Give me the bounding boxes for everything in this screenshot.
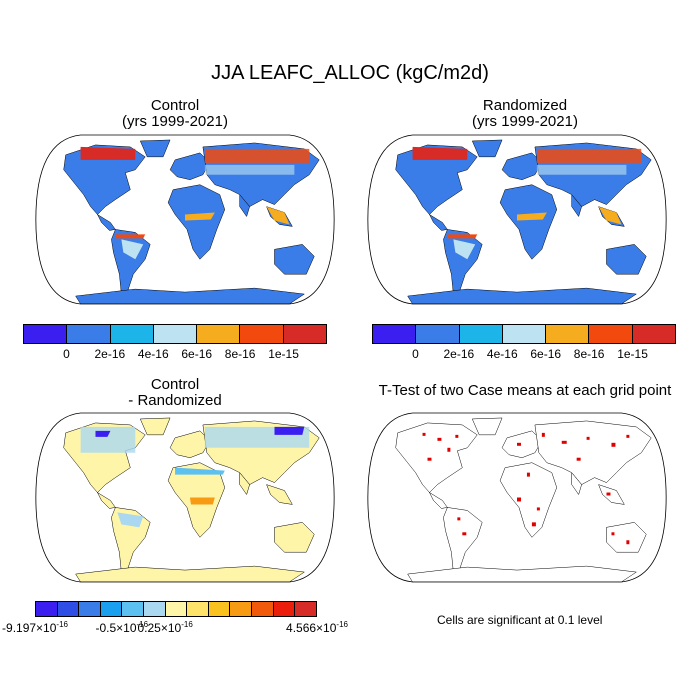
colorbar-tick-label: 0 <box>63 347 70 361</box>
difference-title-line2: - Randomized <box>128 392 222 409</box>
colorbar-segment <box>502 325 547 343</box>
colorbar-segment <box>153 325 198 343</box>
ttest-map <box>367 412 667 583</box>
difference-map <box>35 412 335 583</box>
colorbar-tick-label: 1e-15 <box>617 347 648 361</box>
colorbar-segment <box>197 325 241 343</box>
difference-colorbar <box>35 601 317 617</box>
colorbar-segment <box>144 602 166 616</box>
colorbar-segment <box>36 602 58 616</box>
colorbar-segment <box>57 602 80 616</box>
colorbar-segment <box>230 602 253 616</box>
control-title-line2: (yrs 1999-2021) <box>122 113 228 130</box>
colorbar-segment <box>208 602 231 616</box>
colorbar-tick-label: -0.5×10-16 <box>95 620 149 635</box>
randomized-colorbar-labels: 0 2e-16 4e-16 6e-16 8e-16 1e-15 <box>372 347 676 363</box>
colorbar-tick-label: 8e-16 <box>224 347 256 361</box>
colorbar-segment <box>187 602 209 616</box>
colorbar-tick-label: 0 <box>412 347 419 361</box>
ttest-title: T-Test of two Case means at each grid po… <box>378 382 672 399</box>
control-colorbar-labels: 0 2e-16 4e-16 6e-16 8e-16 1e-15 <box>23 347 327 363</box>
colorbar-segment <box>283 325 326 343</box>
colorbar-tick-label: 6e-16 <box>530 347 562 361</box>
colorbar-segment <box>110 325 154 343</box>
randomized-title-line1: Randomized <box>482 97 568 114</box>
randomized-title-line2: (yrs 1999-2021) <box>472 113 578 130</box>
colorbar-segment <box>416 325 460 343</box>
control-title-line1: Control <box>150 97 200 114</box>
difference-panel-title: Control - Randomized <box>15 377 335 409</box>
colorbar-segment <box>273 602 296 616</box>
ttest-panel-title: T-Test of two Case means at each grid po… <box>355 383 695 399</box>
colorbar-segment <box>295 602 316 616</box>
randomized-map <box>367 134 667 305</box>
colorbar-segment <box>67 325 111 343</box>
randomized-panel-title: Randomized (yrs 1999-2021) <box>365 98 685 130</box>
colorbar-segment <box>165 602 188 616</box>
difference-title-line1: Control <box>150 376 200 393</box>
figure-title: JJA LEAFC_ALLOC (kgC/m2d) <box>211 62 489 84</box>
colorbar-segment <box>459 325 503 343</box>
colorbar-tick-label: 6e-16 <box>181 347 213 361</box>
randomized-colorbar <box>372 324 676 344</box>
colorbar-tick-label: 2e-16 <box>94 347 126 361</box>
colorbar-segment <box>79 602 101 616</box>
colorbar-segment <box>252 602 274 616</box>
control-panel-title: Control (yrs 1999-2021) <box>15 98 335 130</box>
colorbar-segment <box>100 602 123 616</box>
significance-note: Cells are significant at 0.1 level <box>437 613 603 627</box>
colorbar-tick-label: 2e-16 <box>443 347 475 361</box>
control-colorbar <box>23 324 327 344</box>
colorbar-segment <box>546 325 590 343</box>
colorbar-segment <box>122 602 145 616</box>
colorbar-tick-label: 4.566×10-16 <box>286 620 348 635</box>
colorbar-segment <box>24 325 68 343</box>
difference-colorbar-labels: -9.197×10-16 -0.5×10-16 0.25×10-16 4.566×10… <box>2 620 348 636</box>
colorbar-segment <box>589 325 633 343</box>
colorbar-tick-label: 4e-16 <box>486 347 518 361</box>
control-map <box>35 134 335 305</box>
colorbar-segment <box>632 325 675 343</box>
colorbar-tick-label: 8e-16 <box>573 347 605 361</box>
colorbar-tick-label: -9.197×10-16 <box>2 620 68 635</box>
colorbar-tick-label: 0.25×10-16 <box>137 620 193 635</box>
colorbar-segment <box>240 325 284 343</box>
colorbar-tick-label: 1e-15 <box>268 347 299 361</box>
colorbar-tick-label: 4e-16 <box>137 347 169 361</box>
colorbar-segment <box>373 325 417 343</box>
